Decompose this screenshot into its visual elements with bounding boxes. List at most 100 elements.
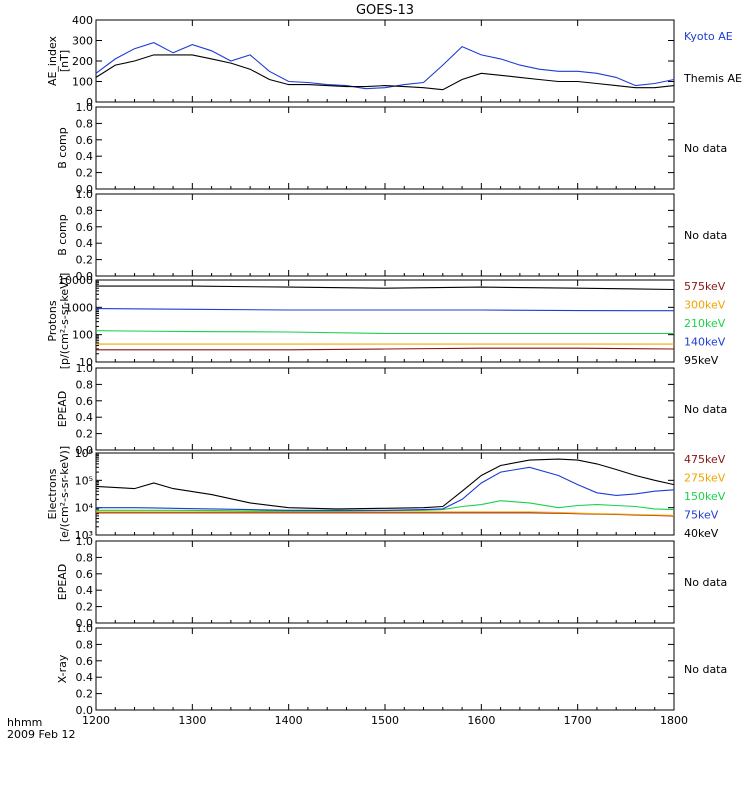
panel-8-ytick-label: 0.4 — [76, 671, 94, 684]
series-line-kyoto-ae — [95, 42, 675, 90]
panel-7-ylabel: EPEAD — [56, 564, 69, 601]
panel-8-ytick-label: 0.6 — [76, 655, 94, 668]
panel-3-ytick-label: 0.2 — [76, 254, 94, 267]
panel-8-frame — [95, 627, 675, 711]
legend-themis-ae: Themis AE — [683, 72, 742, 85]
panel-2-ytick-label: 0.4 — [76, 150, 94, 163]
panel-2-ytick-label: 0.8 — [76, 117, 94, 130]
panel-7-ytick-label: 0.4 — [76, 584, 94, 597]
panel-2-ytick-label: 1.0 — [76, 101, 94, 114]
panels: 0 100 200 300 400 AE_index [nT] Kyoto AE Themis … — [46, 14, 742, 727]
series-line-140kev — [95, 308, 675, 312]
panel-7-ytick-label: 0.6 — [76, 568, 94, 581]
panel-5-ytick-label: 0.8 — [76, 378, 94, 391]
panel-1-ytick-label: 0 — [86, 96, 93, 109]
panel-2-frame — [95, 106, 675, 190]
panel-6-ytick-label: 10⁴ — [75, 502, 94, 515]
series-line-210kev — [95, 330, 674, 335]
panel-1-ylabel: [nT] — [58, 50, 71, 72]
panel-5-ytick-label: 0.6 — [76, 395, 94, 408]
legend-kyoto-ae: Kyoto AE — [684, 30, 733, 43]
panel-1-ytick-label: 400 — [72, 14, 93, 27]
panel-5-ytick-label: 0.4 — [76, 411, 94, 424]
chart-title: GOES-13 — [356, 3, 414, 18]
legend-210kev: 210keV — [684, 317, 726, 330]
panel-5-no-data: No data — [684, 403, 727, 416]
legend-75kev: 75keV — [684, 509, 719, 522]
panel-7-ytick-label: 0.8 — [76, 551, 94, 564]
panel-8-ytick-label: 0.2 — [76, 688, 94, 701]
panel-2-ylabel: B comp — [56, 127, 69, 169]
panel-3-no-data: No data — [684, 229, 727, 242]
x-tick-label: 1700 — [564, 714, 592, 727]
panel-8-ylabel: X-ray — [56, 654, 69, 683]
panel-2-no-data: No data — [684, 142, 727, 155]
legend-140kev: 140keV — [684, 336, 726, 349]
panel-6-frame — [95, 452, 675, 536]
panel-4-ytick-label: 100 — [72, 329, 93, 342]
panel-2-ytick-label: 0.6 — [76, 134, 94, 147]
panel-2-ytick-label: 0.0 — [76, 183, 94, 196]
panel-1-ytick-label: 200 — [72, 55, 93, 68]
panel-7-no-data: No data — [684, 576, 727, 589]
x-tick-label: 1400 — [275, 714, 303, 727]
series-line-40kev — [95, 458, 675, 510]
x-tick-label: 1300 — [178, 714, 206, 727]
legend-575kev: 575keV — [684, 280, 726, 293]
panel-3-ytick-label: 0.6 — [76, 221, 94, 234]
series-line-150kev — [96, 500, 675, 512]
legend-40kev: 40keV — [684, 527, 719, 540]
panel-1-ytick-label: 300 — [72, 35, 93, 48]
panel-5-ytick-label: 0.0 — [76, 444, 94, 457]
footer-hhmm: hhmm — [7, 716, 42, 729]
panel-4-ytick-label: 1000 — [65, 301, 93, 314]
panel-3-frame — [95, 193, 675, 277]
panel-6-ylabel: Electrons — [46, 468, 59, 519]
x-tick-label: 1600 — [467, 714, 495, 727]
panel-5-ytick-label: 1.0 — [76, 362, 94, 375]
legend-475kev: 475keV — [684, 453, 726, 466]
legend-150kev: 150keV — [684, 490, 726, 503]
panel-4-ylabel: Protons — [46, 300, 59, 341]
panel-5-ylabel: EPEAD — [56, 391, 69, 428]
x-tick-label: 1800 — [660, 714, 688, 727]
legend-300kev: 300keV — [684, 299, 726, 312]
series-line-275kev — [96, 511, 675, 516]
panel-1-ytick-label: 100 — [72, 76, 93, 89]
panel-3-ytick-label: 0.8 — [76, 204, 94, 217]
panel-6-ytick-label: 10³ — [75, 529, 93, 542]
panel-7-ytick-label: 0.2 — [76, 601, 94, 614]
series-line-themis-ae — [95, 54, 675, 91]
panel-4-ytick-label: 10000 — [58, 274, 93, 287]
panel-6-ytick-label: 10⁶ — [75, 447, 94, 460]
panel-4-ylabel: [p/(cm²-s-sr-keV)] — [58, 273, 71, 370]
series-line-95kev — [96, 285, 675, 291]
panel-7-ytick-label: 1.0 — [76, 535, 94, 548]
panel-6-ylabel: [e/(cm²-s-sr-keV)] — [58, 446, 71, 542]
legend-275kev: 275keV — [684, 472, 726, 485]
panel-1-ylabel: AE_index — [46, 35, 59, 86]
footer-date: 2009 Feb 12 — [7, 728, 75, 741]
panel-6-ytick-label: 10⁵ — [75, 474, 93, 487]
panel-8-ytick-label: 0.8 — [76, 638, 94, 651]
panel-8-no-data: No data — [684, 663, 727, 676]
panel-3-ytick-label: 0.4 — [76, 237, 94, 250]
panel-5-frame — [95, 367, 675, 451]
panel-3-ylabel: B comp — [56, 214, 69, 256]
x-tick-label: 1500 — [371, 714, 399, 727]
series-line-75kev — [96, 466, 675, 511]
x-tick-label: 1200 — [82, 714, 110, 727]
panel-8-ytick-label: 0.0 — [76, 704, 94, 717]
panel-1-frame — [95, 19, 675, 103]
panel-2-ytick-label: 0.2 — [76, 167, 94, 180]
panel-7-frame — [95, 540, 675, 624]
panel-8-ytick-label: 1.0 — [76, 622, 94, 635]
panel-3-ytick-label: 0.0 — [76, 270, 94, 283]
panel-3-ytick-label: 1.0 — [76, 188, 94, 201]
series-line-575kev — [96, 347, 675, 351]
panel-5-ytick-label: 0.2 — [76, 428, 94, 441]
panel-7-ytick-label: 0.0 — [76, 617, 94, 630]
panel-4-ytick-label: 10 — [79, 356, 93, 369]
legend-95kev: 95keV — [684, 354, 719, 367]
